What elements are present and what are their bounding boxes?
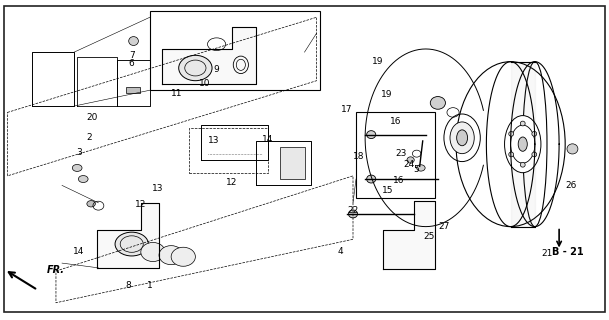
Text: B - 21: B - 21 xyxy=(552,247,584,257)
Text: 22: 22 xyxy=(347,206,359,215)
Ellipse shape xyxy=(79,176,88,182)
Text: 20: 20 xyxy=(86,113,98,122)
Ellipse shape xyxy=(457,130,468,146)
Polygon shape xyxy=(97,203,159,268)
Ellipse shape xyxy=(72,164,82,172)
Text: 14: 14 xyxy=(73,247,85,257)
Text: FR.: FR. xyxy=(47,265,65,275)
Polygon shape xyxy=(125,87,139,93)
Ellipse shape xyxy=(141,243,165,261)
Text: 13: 13 xyxy=(152,184,164,193)
Text: 1: 1 xyxy=(147,281,153,290)
Ellipse shape xyxy=(407,157,414,163)
Bar xyxy=(356,112,435,198)
Polygon shape xyxy=(383,201,435,269)
Text: 17: 17 xyxy=(341,105,353,114)
Text: 25: 25 xyxy=(423,232,434,241)
Ellipse shape xyxy=(367,131,376,139)
Bar xyxy=(150,11,320,90)
Ellipse shape xyxy=(115,232,149,256)
Polygon shape xyxy=(280,147,304,179)
Ellipse shape xyxy=(520,162,525,167)
Text: 12: 12 xyxy=(226,178,238,187)
Ellipse shape xyxy=(532,132,537,136)
Ellipse shape xyxy=(367,175,376,183)
Text: 18: 18 xyxy=(353,152,365,161)
Text: 6: 6 xyxy=(129,59,135,68)
Ellipse shape xyxy=(567,144,578,154)
Ellipse shape xyxy=(532,152,537,157)
Text: 12: 12 xyxy=(135,200,147,209)
Ellipse shape xyxy=(509,152,513,157)
Text: 4: 4 xyxy=(338,247,343,257)
Text: 24: 24 xyxy=(403,160,414,169)
Ellipse shape xyxy=(518,137,527,151)
Text: 3: 3 xyxy=(76,148,82,156)
Ellipse shape xyxy=(450,122,474,154)
Text: 9: 9 xyxy=(214,65,219,74)
Polygon shape xyxy=(162,27,256,84)
Ellipse shape xyxy=(178,55,212,81)
Ellipse shape xyxy=(348,210,357,218)
Text: 10: 10 xyxy=(199,79,210,88)
Text: 15: 15 xyxy=(382,186,394,195)
Text: 23: 23 xyxy=(396,149,407,158)
Ellipse shape xyxy=(128,36,138,45)
Text: 7: 7 xyxy=(129,51,135,60)
Text: 8: 8 xyxy=(126,281,132,290)
Text: 26: 26 xyxy=(566,181,577,190)
Text: 14: 14 xyxy=(262,135,274,144)
Text: 16: 16 xyxy=(393,176,404,185)
Ellipse shape xyxy=(417,165,425,171)
Text: 5: 5 xyxy=(414,165,420,174)
Text: 27: 27 xyxy=(438,222,449,231)
Text: 21: 21 xyxy=(541,249,553,258)
Text: 11: 11 xyxy=(172,89,183,98)
Text: 16: 16 xyxy=(390,117,401,126)
Ellipse shape xyxy=(509,132,513,136)
Ellipse shape xyxy=(520,121,525,126)
Text: 19: 19 xyxy=(381,91,392,100)
Ellipse shape xyxy=(87,201,96,207)
Text: 13: 13 xyxy=(208,136,219,146)
Ellipse shape xyxy=(504,116,541,173)
Ellipse shape xyxy=(431,97,445,109)
Ellipse shape xyxy=(171,247,195,266)
Ellipse shape xyxy=(159,246,183,265)
Text: 19: 19 xyxy=(371,57,383,66)
Text: 2: 2 xyxy=(86,133,92,142)
